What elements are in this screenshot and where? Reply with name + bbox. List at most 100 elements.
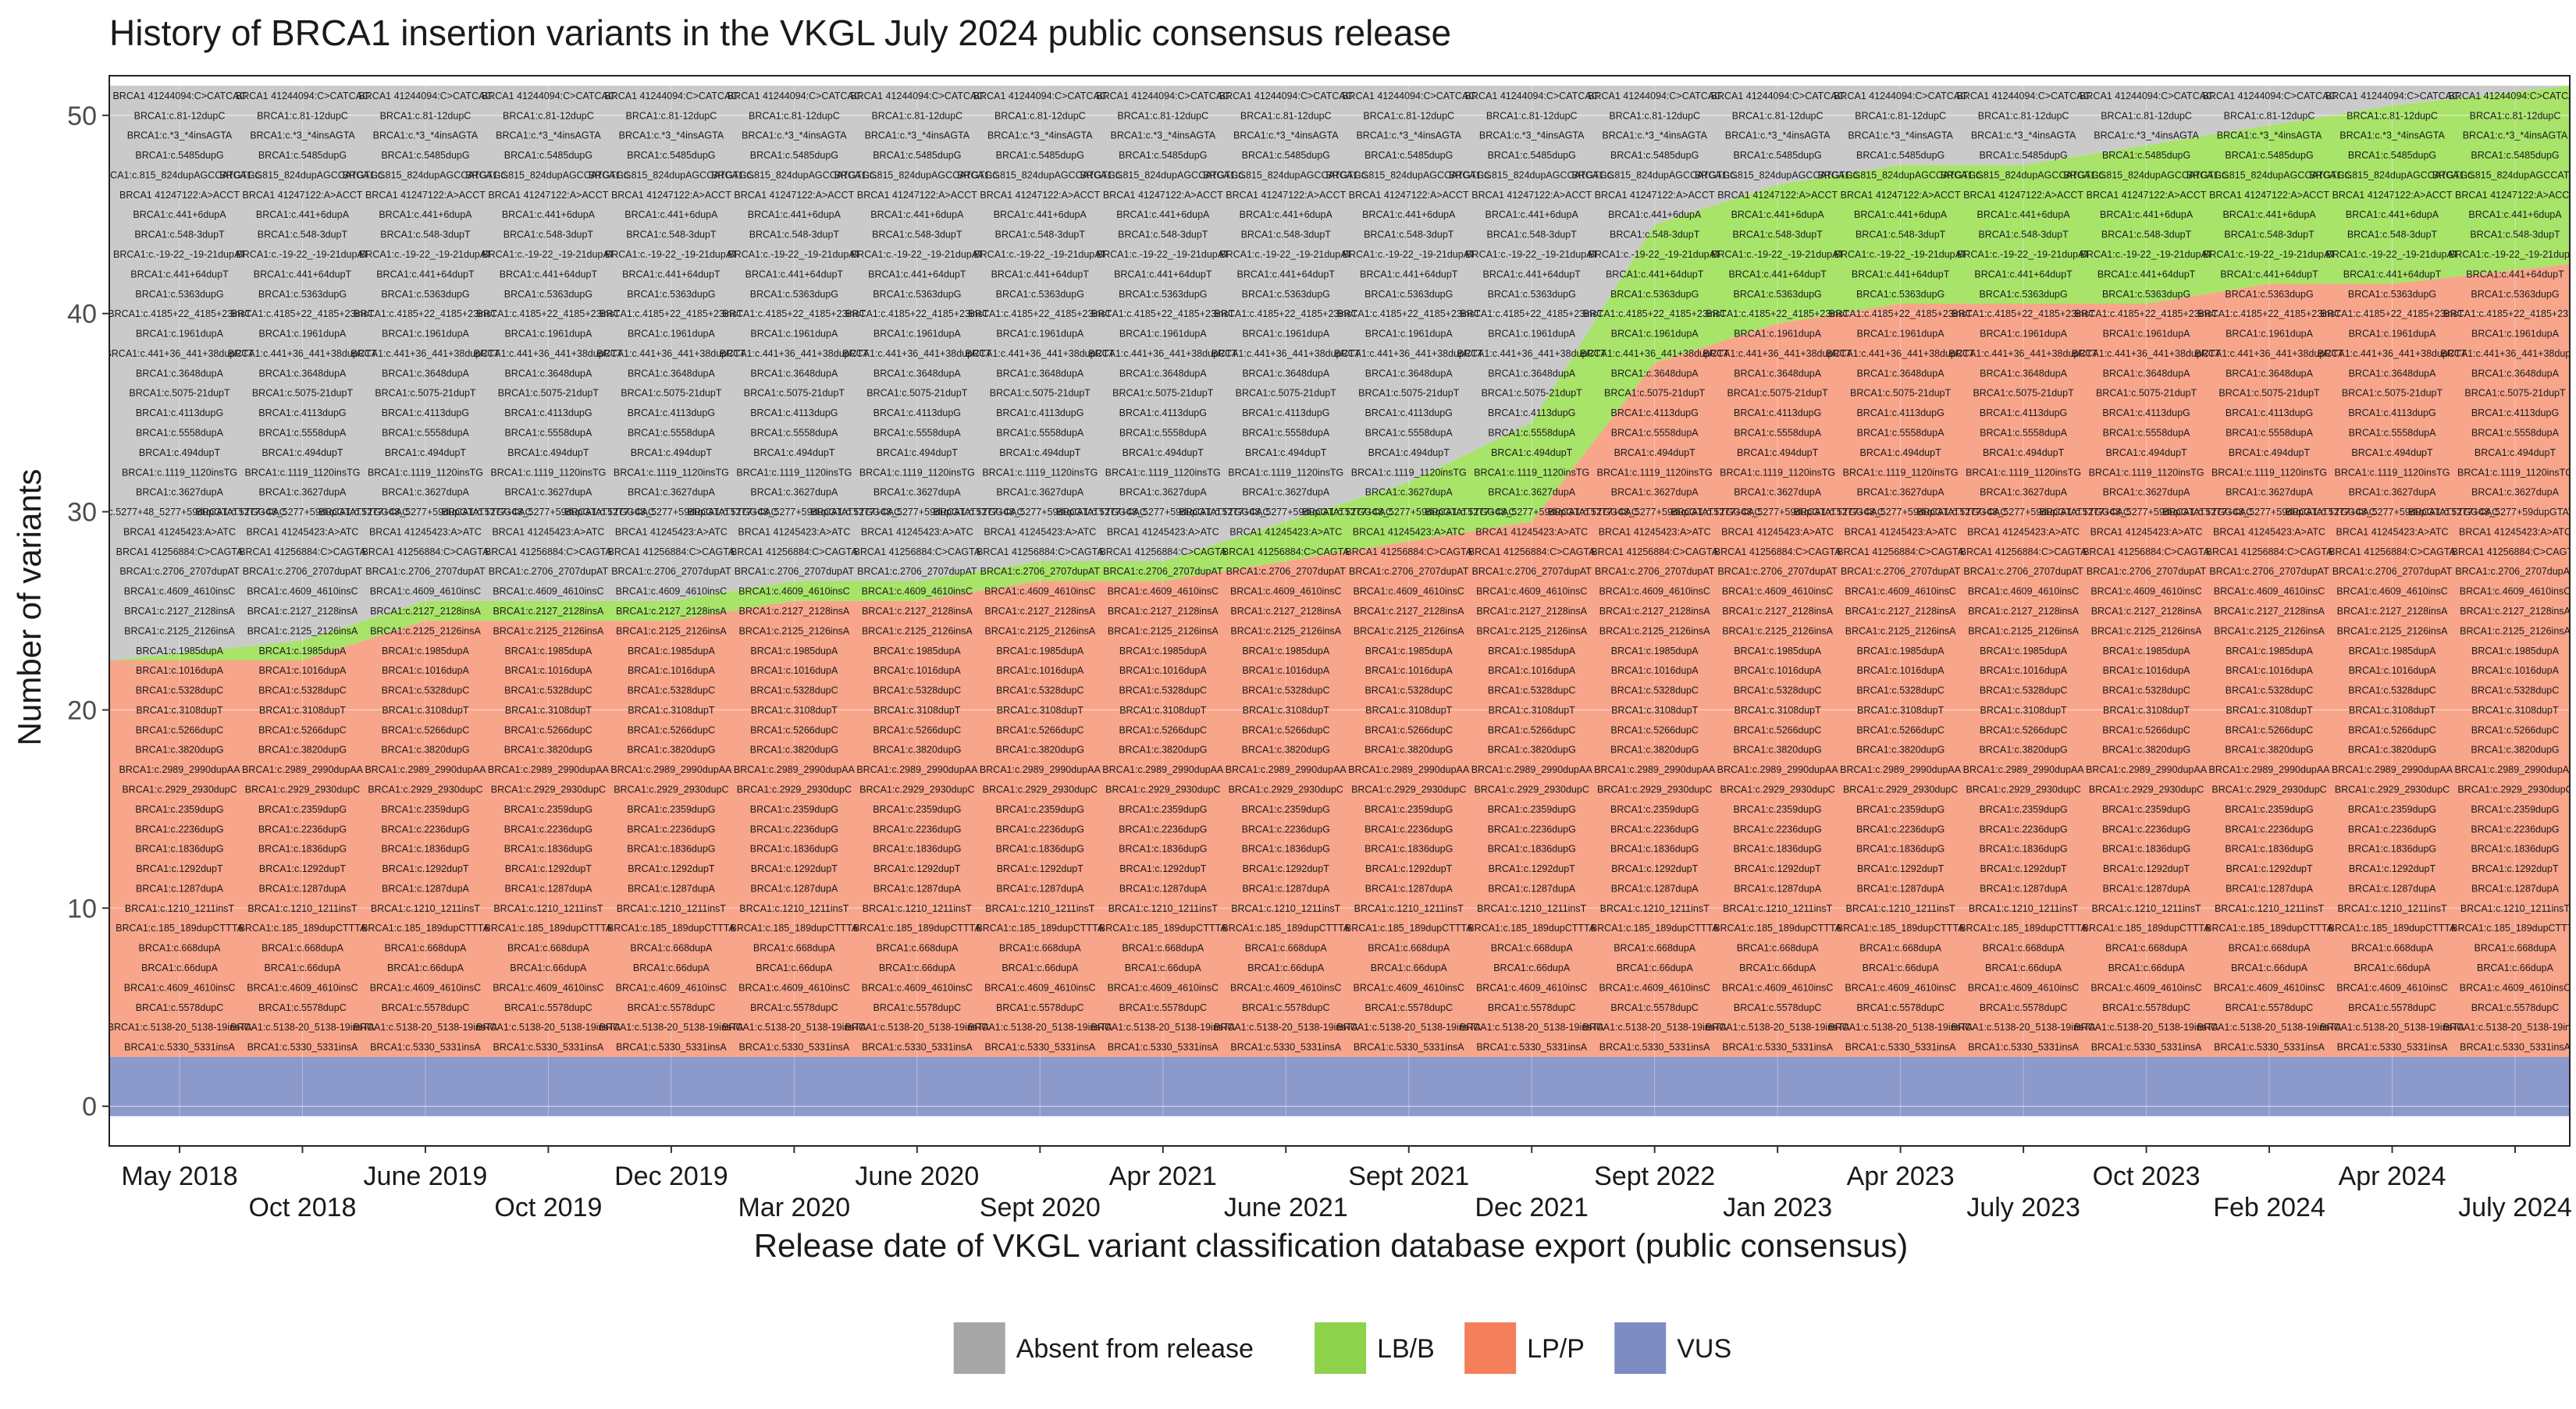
variant-label: BRCA1:c.5363dupG: [1856, 289, 1944, 300]
variant-label: BRCA1:c.4609_4610insC: [1599, 586, 1710, 597]
variant-label: BRCA1:c.494dupT: [1491, 447, 1573, 458]
variant-label: BRCA1:c.5330_5331insA: [370, 1042, 481, 1053]
variant-label: BRCA1:c.5328dupC: [1364, 685, 1453, 696]
variant-label: BRCA1:c.5075-21dupT: [1236, 388, 1337, 399]
variant-label: BRCA1:c.81-12dupC: [1732, 110, 1823, 121]
variant-label: BRCA1:c.494dupT: [1368, 447, 1450, 458]
legend-label: LB/B: [1377, 1334, 1435, 1364]
variant-label: BRCA1:c.2359dupG: [996, 804, 1084, 815]
variant-label: BRCA1:c.185_189dupCTTTA: [1222, 923, 1350, 934]
variant-label: BRCA1:c.5578dupC: [1856, 1002, 1944, 1013]
variant-label: BRCA1:c.5138-20_5138-19insTA: [2443, 1022, 2576, 1033]
legend-key: [1614, 1322, 1667, 1374]
variant-label: BRCA1:c.3108dupT: [1857, 705, 1944, 716]
variant-label: BRCA1:c.5328dupC: [2102, 685, 2190, 696]
variant-label: BRCA1:c.2236dupG: [135, 824, 223, 834]
variant-label: BRCA1:c.3627dupA: [1734, 487, 1822, 498]
variant-label: BRCA1:c.1287dupA: [1734, 883, 1822, 894]
variant-label: BRCA1:c.185_189dupCTTTA: [1099, 923, 1227, 934]
legend-key: [1464, 1322, 1517, 1374]
variant-label: BRCA1:c.5328dupC: [2471, 685, 2560, 696]
variant-label: BRCA1 41245423:A>ATC: [1599, 526, 1711, 537]
variant-label: BRCA1:c.5075-21dupT: [621, 388, 722, 399]
variant-label: BRCA1:c.1836dupG: [2348, 844, 2436, 855]
variant-label: BRCA1:c.5558dupA: [1611, 428, 1699, 439]
variant-label: BRCA1:c.441+64dupT: [130, 269, 229, 279]
variant-label: BRCA1 41256884:C>CAGTA: [1837, 546, 1964, 557]
variant-label: BRCA1:c.815_824dupAGCCATGTGG: [2186, 169, 2352, 180]
variant-label: BRCA1 41256884:C>CAGTA: [116, 546, 244, 557]
variant-label: BRCA1:c.1287dupA: [2349, 883, 2437, 894]
variant-label: BRCA1:c.5363dupG: [2348, 289, 2436, 300]
variant-label: BRCA1:c.815_824dupAGCCATGTGG: [1695, 169, 1860, 180]
variant-label: BRCA1:c.1292dupT: [997, 863, 1084, 874]
variant-label: BRCA1:c.1119_1120insTG: [736, 467, 852, 478]
variant-label: BRCA1:c.5558dupA: [1119, 428, 1208, 439]
variant-label: BRCA1:c.1961dupA: [1488, 329, 1576, 340]
variant-label: BRCA1:c.5328dupC: [1488, 685, 1576, 696]
variant-label: BRCA1:c.3627dupA: [504, 487, 592, 498]
variant-label: BRCA1:c.1119_1120insTG: [1105, 467, 1221, 478]
variant-label: BRCA1:c.66dupA: [1125, 962, 1202, 973]
variant-label: BRCA1:c.3108dupT: [628, 705, 715, 716]
variant-label: BRCA1:c.4185+22_4185+23insT: [600, 308, 743, 319]
variant-label: BRCA1:c.3648dupA: [1734, 368, 1822, 379]
variant-label: BRCA1:c.1836dupG: [1734, 844, 1822, 855]
variant-label: BRCA1:c.5330_5331insA: [1354, 1042, 1464, 1053]
variant-label: BRCA1:c.1016dupA: [504, 665, 592, 676]
variant-label: BRCA1:c.1961dupA: [2226, 329, 2314, 340]
variant-label: BRCA1:c.4113dupG: [996, 407, 1083, 418]
variant-label: BRCA1:c.4113dupG: [2348, 407, 2435, 418]
variant-label: BRCA1:c.4185+22_4185+23insT: [2075, 308, 2218, 319]
variant-label: BRCA1:c.2929_2930dupC: [1720, 785, 1834, 795]
variant-label: BRCA1:c.5138-20_5138-19insTA: [230, 1022, 375, 1033]
variant-label: BRCA1:c.5363dupG: [1119, 289, 1207, 300]
variant-label: BRCA1:c.1016dupA: [1611, 665, 1699, 676]
variant-label: BRCA1:c.2125_2126insA: [370, 625, 481, 636]
variant-label: BRCA1:c.441+6dupA: [870, 209, 964, 220]
variant-label: BRCA1:c.5558dupA: [2471, 428, 2560, 439]
variant-label: BRCA1 41245423:A>ATC: [369, 526, 482, 537]
variant-label: BRCA1:c.5075-21dupT: [375, 388, 476, 399]
variant-label: BRCA1:c.4185+22_4185+23insT: [1829, 308, 1973, 319]
x-tick-label: Oct 2023: [2093, 1162, 2201, 1191]
variant-label: BRCA1:c.494dupT: [877, 447, 959, 458]
variant-label: BRCA1:c.5578dupC: [996, 1002, 1084, 1013]
variant-label: BRCA1:c.2706_2707dupAT: [2087, 566, 2207, 577]
variant-label: BRCA1:c.3627dupA: [1857, 487, 1945, 498]
variant-label: BRCA1:c.3627dupA: [136, 487, 224, 498]
variant-label: BRCA1:c.1287dupA: [628, 883, 716, 894]
variant-label: BRCA1:c.4609_4610insC: [2090, 982, 2201, 993]
variant-label: BRCA1:c.66dupA: [2477, 962, 2554, 973]
variant-label: BRCA1:c.5328dupC: [628, 685, 716, 696]
variant-label: BRCA1:c.441+6dupA: [1731, 209, 1825, 220]
variant-label: BRCA1:c.5485dupG: [2348, 150, 2436, 161]
y-tick-label: 0: [82, 1092, 97, 1122]
variant-label: BRCA1:c.5328dupC: [873, 685, 962, 696]
variant-label: BRCA1:c.815_824dupAGCCATGTGG: [343, 169, 508, 180]
variant-label: BRCA1:c.4185+22_4185+23insT: [231, 308, 375, 319]
variant-label: BRCA1:c.2127_2128insA: [1476, 606, 1587, 617]
variant-label: BRCA1:c.*3_*4insAGTA: [2217, 130, 2322, 141]
variant-label: BRCA1:c.2125_2126insA: [616, 625, 727, 636]
variant-label: BRCA1:c.4609_4610insC: [370, 982, 481, 993]
variant-label: BRCA1:c.5485dupG: [627, 150, 715, 161]
variant-label: BRCA1:c.1961dupA: [750, 329, 838, 340]
variant-label: BRCA1:c.2127_2128insA: [124, 606, 235, 617]
variant-label: BRCA1:c.5578dupC: [2348, 1002, 2436, 1013]
variant-label: BRCA1:c.1292dupT: [382, 863, 469, 874]
variant-label: BRCA1:c.2127_2128insA: [1108, 606, 1219, 617]
variant-label: BRCA1:c.185_189dupCTTTA: [2451, 923, 2576, 934]
variant-label: BRCA1:c.2125_2126insA: [2460, 625, 2571, 636]
variant-label: BRCA1 41245423:A>ATC: [1845, 526, 1957, 537]
variant-label: BRCA1 41247122:A>ACCT: [2087, 190, 2207, 201]
variant-label: BRCA1:c.3820dupG: [1242, 745, 1330, 756]
variant-label: BRCA1:c.1985dupA: [1488, 646, 1576, 656]
variant-label: BRCA1:c.2706_2707dupAT: [1841, 566, 1961, 577]
variant-label: BRCA1:c.5558dupA: [1734, 428, 1822, 439]
variant-label: BRCA1:c.1287dupA: [996, 883, 1084, 894]
panel-border: [109, 75, 2571, 1147]
variant-label: BRCA1:c.4185+22_4185+23insT: [477, 308, 621, 319]
variant-label: BRCA1 41244094:C>CATCAC: [236, 91, 369, 101]
variant-label: BRCA1:c.3627dupA: [2226, 487, 2314, 498]
